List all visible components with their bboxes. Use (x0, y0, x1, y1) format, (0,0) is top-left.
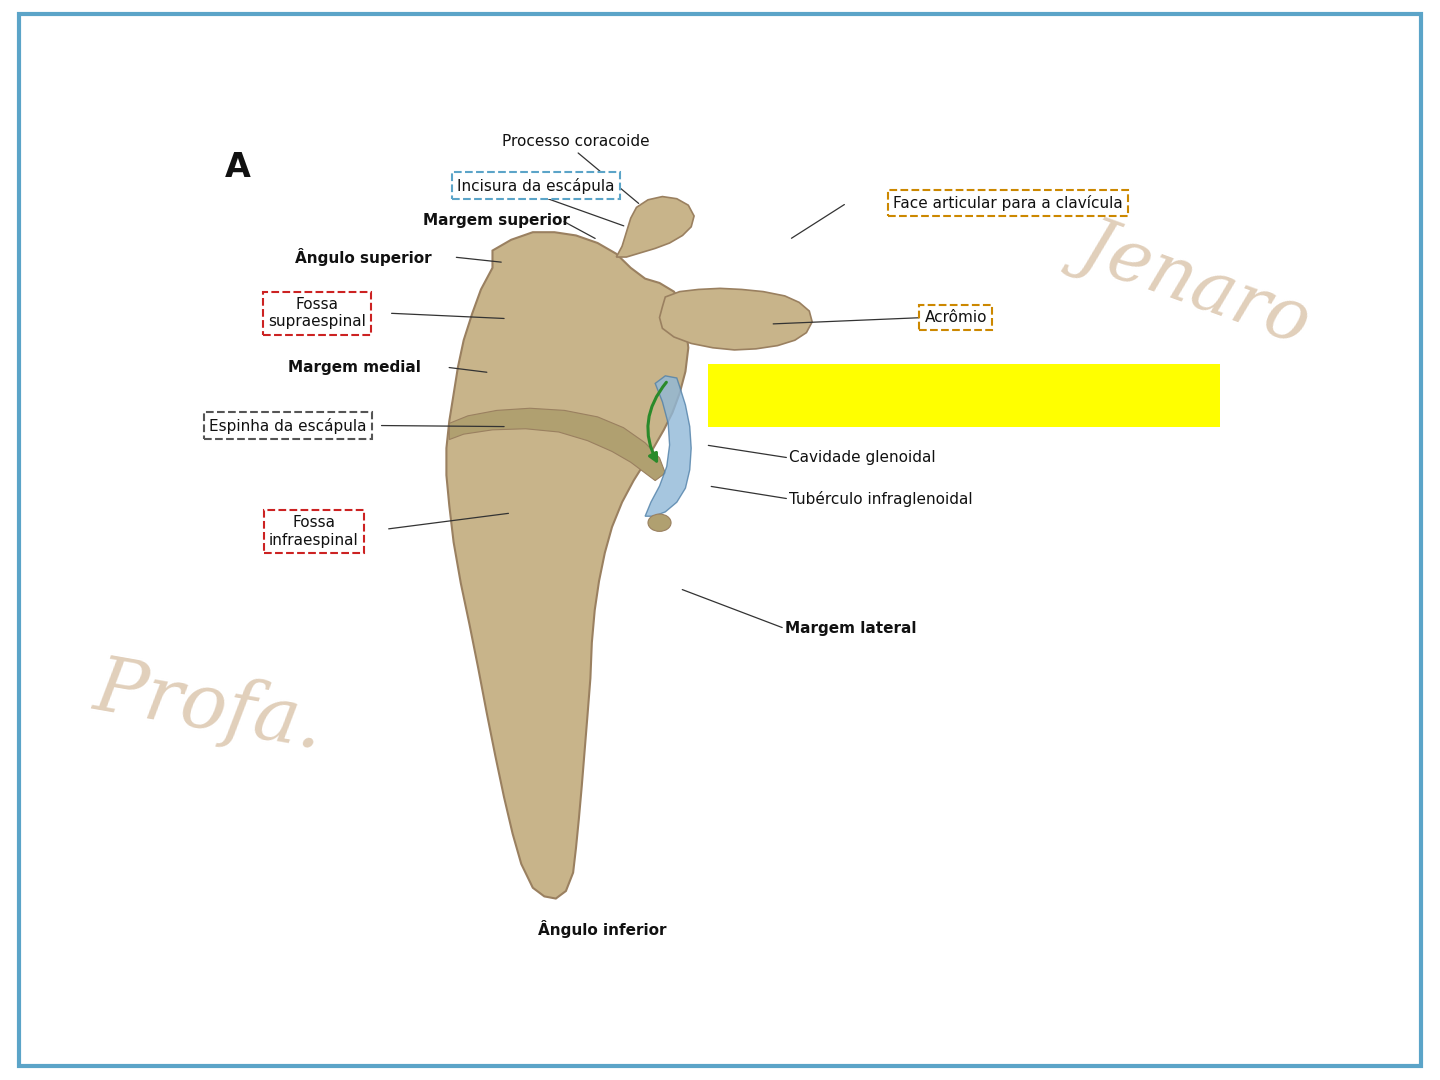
Polygon shape (446, 232, 688, 899)
Text: Ângulo superior: Ângulo superior (295, 248, 432, 266)
Polygon shape (645, 376, 691, 516)
Text: Fossa
infraespinal: Fossa infraespinal (269, 515, 359, 548)
Text: Ângulo inferior: Ângulo inferior (537, 920, 667, 939)
Text: Acrômio: Acrômio (924, 310, 986, 325)
Text: A: A (225, 151, 251, 184)
Circle shape (648, 514, 671, 531)
Text: Fossa
supraespinal: Fossa supraespinal (268, 297, 366, 329)
Polygon shape (660, 288, 812, 350)
FancyArrowPatch shape (648, 382, 667, 461)
Text: Margem lateral: Margem lateral (785, 621, 916, 636)
Text: Tubérculo infraglenoidal: Tubérculo infraglenoidal (789, 491, 973, 507)
Polygon shape (449, 408, 665, 481)
FancyBboxPatch shape (708, 364, 1220, 427)
Text: Espinha da escápula: Espinha da escápula (209, 418, 367, 433)
Text: Processo coracoide: Processo coracoide (503, 134, 649, 149)
Text: Profa.: Profa. (88, 650, 330, 765)
Text: Face articular para a clavícula: Face articular para a clavícula (893, 195, 1123, 211)
Polygon shape (616, 197, 694, 257)
Text: Margem medial: Margem medial (288, 360, 420, 375)
Text: Incisura da escápula: Incisura da escápula (456, 178, 615, 193)
Text: Cavidade glenoidal: Cavidade glenoidal (789, 450, 936, 465)
Text: Jenaro: Jenaro (1071, 206, 1319, 355)
Text: Margem superior: Margem superior (423, 213, 570, 228)
